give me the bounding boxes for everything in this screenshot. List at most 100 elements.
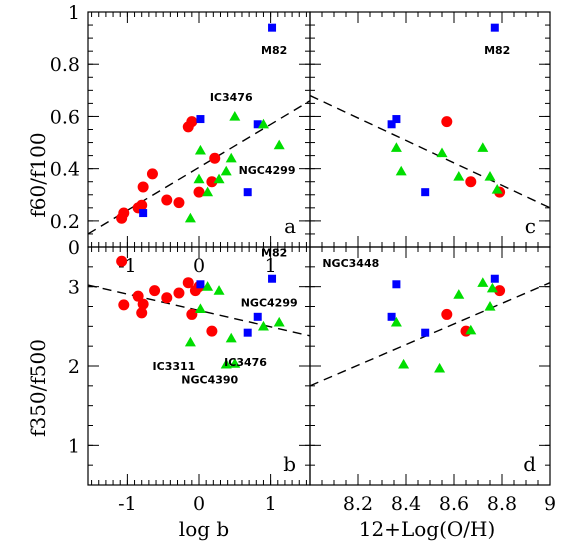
x-tick-label: 8.2 [343, 493, 373, 515]
blue-square-point [253, 312, 262, 321]
panel-letter-c: c [525, 214, 536, 238]
y-tick-label: 0.4 [50, 159, 80, 181]
blue-square-point [392, 280, 401, 289]
red-circle-point [186, 308, 198, 320]
x-tick-label: 1 [265, 255, 277, 277]
red-circle-point [118, 299, 130, 311]
blue-square-point [490, 23, 499, 32]
green-triangle-point [477, 277, 489, 287]
red-circle-point [146, 168, 158, 180]
green-triangle-point [213, 285, 225, 295]
x-axis-title-left: log b [179, 517, 229, 541]
annotation-label: M82 [261, 247, 287, 260]
green-triangle-point [477, 142, 489, 152]
red-circle-point [206, 325, 218, 337]
x-tick-label: 0 [193, 255, 205, 277]
y-tick-label: 3 [68, 277, 80, 299]
annotation-label: IC3476 [210, 91, 253, 104]
red-circle-point [173, 287, 185, 299]
ticks-a [88, 11, 310, 248]
green-triangle-point [273, 316, 285, 327]
fit-line [88, 100, 310, 235]
x-tick-label: 1 [265, 493, 277, 515]
red-circle-point [494, 285, 506, 297]
fit-line [310, 282, 550, 387]
green-triangle-point [390, 316, 402, 327]
green-triangle-point [257, 320, 269, 331]
blue-square-point [421, 328, 430, 337]
green-triangle-point [465, 324, 477, 335]
y-tick-label: 0.2 [50, 211, 80, 233]
x-tick-label: 8.4 [391, 493, 421, 515]
green-triangle-point [229, 110, 241, 121]
green-triangle-point [395, 165, 407, 176]
red-circle-point [173, 197, 185, 209]
green-triangle-point [436, 147, 448, 158]
red-circle-point [209, 152, 221, 164]
blue-square-point [490, 274, 499, 283]
x-axis-title-right: 12+Log(O/H) [359, 517, 496, 541]
y-tick-label-zero: 0 [68, 237, 80, 259]
green-triangle-point [202, 281, 214, 291]
green-triangle-point [229, 358, 241, 368]
ticks-d [309, 246, 551, 486]
green-triangle-point [257, 118, 269, 129]
blue-square-point [253, 120, 262, 129]
data-b [88, 255, 310, 369]
annotation-label: IC3476 [224, 356, 267, 369]
panel-letter-d: d [523, 452, 536, 476]
red-circle-point [136, 307, 148, 319]
y-tick-label: 1 [68, 435, 80, 457]
green-triangle-point [486, 282, 498, 293]
annotation-label: NGC4390 [181, 373, 238, 386]
red-circle-point [132, 290, 144, 302]
data-a [88, 23, 310, 235]
red-circle-point [441, 116, 453, 128]
red-circle-point [441, 308, 453, 320]
green-triangle-point [202, 186, 214, 197]
green-triangle-point [434, 362, 446, 373]
green-triangle-point [453, 289, 465, 299]
green-triangle-point [225, 332, 237, 343]
green-triangle-point [184, 336, 196, 347]
red-circle-point [116, 255, 128, 267]
y-tick-label: 0.6 [50, 106, 80, 128]
red-circle-point [186, 116, 198, 128]
panel-c: M82 c [309, 11, 551, 248]
green-triangle-point [491, 184, 503, 194]
x-tick-label: -1 [118, 493, 137, 515]
x-tick-label: 0 [193, 493, 205, 515]
green-triangle-point [390, 142, 402, 152]
red-circle-point [137, 181, 149, 193]
blue-square-point [268, 23, 277, 32]
blue-square-point [387, 120, 396, 129]
y-tick-label: 2 [68, 356, 80, 378]
y-tick-label: 0.8 [50, 54, 80, 76]
green-triangle-point [273, 139, 285, 150]
annotation-label: M82 [484, 44, 510, 57]
red-circle-point [206, 176, 218, 188]
blue-square-point [139, 209, 148, 218]
panel-letter-b: b [283, 452, 296, 476]
ticks-c [309, 11, 551, 248]
ticks-b [88, 246, 310, 486]
annotation-label: NGC4299 [239, 164, 296, 177]
red-circle-point [149, 285, 161, 297]
x-tick-label: 8.8 [487, 493, 517, 515]
red-circle-point [137, 298, 149, 310]
panel-frame-c [309, 11, 551, 248]
blue-square-point [196, 115, 205, 124]
red-circle-point [161, 292, 173, 304]
y-axis-title-top: f60/f100 [26, 132, 50, 217]
green-triangle-point [453, 171, 465, 181]
green-triangle-point [225, 152, 237, 163]
red-circle-point [136, 199, 148, 211]
annotation-label: NGC4299 [241, 297, 298, 310]
red-circle-point [182, 277, 194, 289]
blue-square-point [196, 280, 205, 289]
green-triangle-point [484, 171, 496, 181]
green-triangle-point [184, 212, 196, 223]
green-triangle-point [213, 173, 225, 184]
